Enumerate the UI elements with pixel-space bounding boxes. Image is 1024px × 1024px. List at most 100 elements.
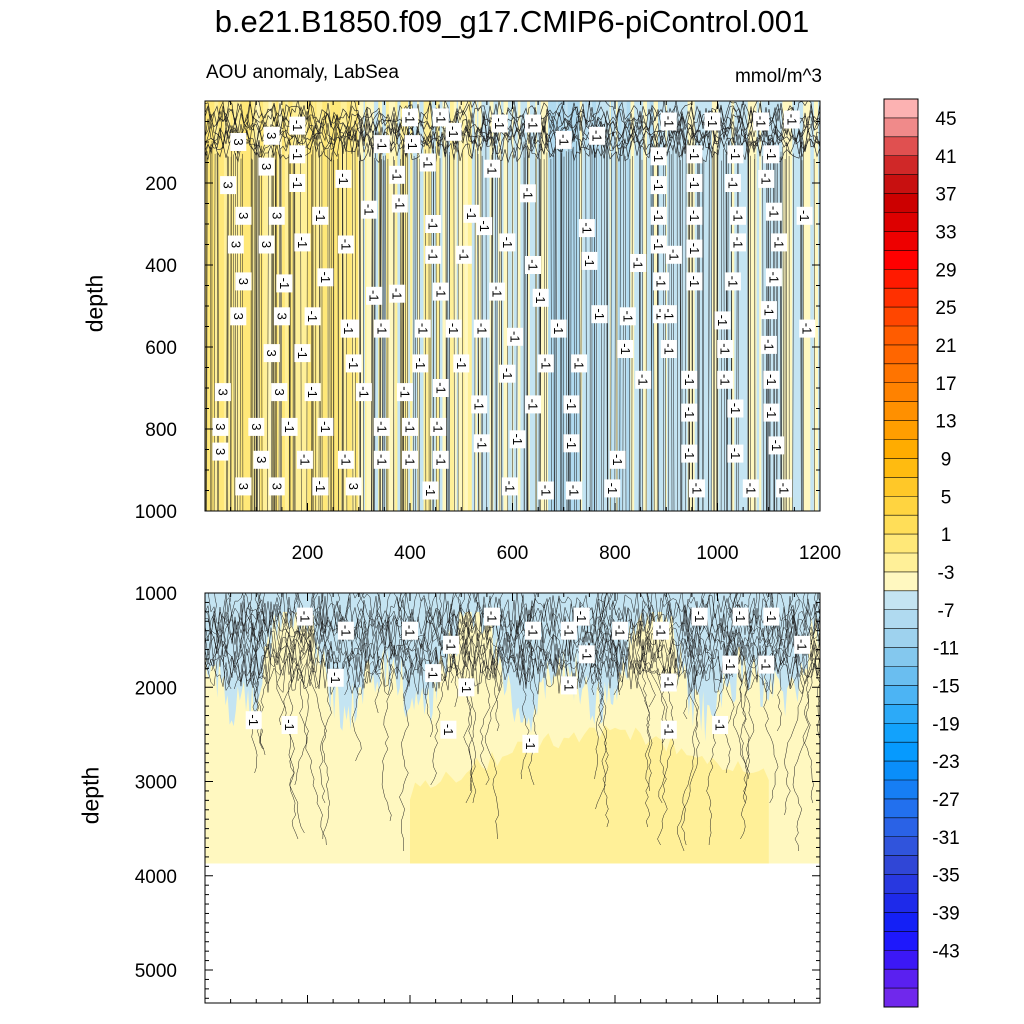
colorbar-swatch (884, 988, 918, 1008)
upper-fill-stripe (609, 101, 612, 511)
colorbar-swatch (884, 817, 918, 838)
upper-contour-label: -1 (404, 135, 421, 154)
contour-label-text: -1 (551, 323, 566, 335)
upper-fill-stripe (227, 101, 231, 511)
contour-label-text: -1 (567, 485, 582, 497)
upper-fill-stripe (223, 101, 229, 511)
contour-label-text: -1 (423, 485, 438, 497)
contour-label-box (783, 110, 800, 129)
lower-contour-label: -1 (281, 716, 298, 734)
contour-label-box (581, 251, 598, 270)
lower-contour-label: -1 (402, 621, 418, 640)
contour-label-text: -1 (618, 343, 633, 355)
lower-contour-squiggle (205, 625, 820, 666)
upper-fill-stripe (342, 101, 345, 511)
upper-fill-stripe (496, 101, 499, 511)
upper-contour-label: -1 (650, 147, 667, 166)
contour-label-box (799, 319, 816, 338)
upper-contour-label: -1 (563, 434, 580, 453)
contour-label-box (742, 479, 759, 498)
contour-label-text: -1 (403, 112, 418, 124)
upper-contour-label: -1 (455, 245, 472, 264)
upper-fill-stripe (222, 101, 225, 511)
contour-label-box (681, 403, 698, 422)
contour-label-box (373, 450, 390, 469)
upper-contour-label: -1 (430, 417, 447, 436)
upper-contour-label: -1 (294, 344, 311, 363)
upper-contour-label: -1 (425, 245, 442, 264)
contour-label-text: -1 (405, 138, 420, 150)
upper-contour-line (393, 159, 395, 511)
lower-contour-line (430, 593, 447, 786)
upper-contour-label: -1 (532, 288, 549, 307)
upper-contour-label: -1 (491, 114, 508, 133)
upper-fill-stripe (680, 101, 683, 511)
colorbar-swatch (884, 307, 918, 327)
lower-contour-line (784, 593, 812, 816)
colorbar-swatch (884, 780, 918, 800)
colorbar-swatch (884, 628, 918, 648)
contour-label-box (499, 364, 516, 383)
colorbar-swatch (884, 212, 918, 232)
upper-fill-stripe (741, 101, 745, 511)
contour-label-text: -1 (564, 438, 579, 450)
lower-contour-squiggle (205, 643, 820, 684)
lower-contour-line (792, 593, 819, 852)
upper-contour-line (708, 159, 710, 511)
contour-label-text: -1 (474, 323, 489, 335)
contour-label-text: -1 (374, 421, 389, 433)
upper-x-tick-label: 400 (394, 543, 426, 564)
upper-fill-stripe (639, 101, 644, 511)
contour-label-box (263, 344, 280, 363)
colorbar-swatch (884, 950, 918, 970)
contour-label-text: -1 (305, 386, 320, 398)
contour-label-text: -1 (420, 157, 435, 169)
contour-label-box (560, 676, 577, 695)
upper-contour-line (579, 142, 581, 511)
contour-label-box (758, 169, 775, 188)
upper-contour-label: -1 (432, 450, 449, 469)
chart-title: b.e21.B1850.f09_g17.CMIP6-piControl.001 (214, 4, 810, 39)
upper-fill-stripe (281, 101, 286, 511)
upper-contour-line (205, 151, 208, 511)
contour-label-box (245, 711, 262, 730)
upper-contour-label: -1 (501, 477, 518, 496)
contour-label-text: -1 (433, 112, 448, 124)
contour-label-box (296, 607, 313, 626)
upper-fill-stripe (629, 101, 631, 511)
upper-fill-stripe (417, 101, 420, 511)
upper-contour-label: -1 (665, 245, 682, 264)
upper-contour-line (496, 145, 498, 511)
upper-fill-stripe (296, 101, 301, 511)
contour-label-box (758, 655, 775, 674)
colorbar-label: 9 (941, 449, 952, 470)
contour-label-text: -1 (759, 173, 774, 185)
lower-contour-line (308, 593, 327, 804)
lower-contour-line (593, 593, 614, 828)
contour-label-text: 3 (236, 483, 251, 490)
upper-fill-stripe (327, 101, 331, 511)
contour-label-text: -1 (713, 719, 728, 731)
contour-label-text: -1 (690, 483, 705, 495)
upper-contour-line (720, 160, 722, 511)
upper-contour-label: 3 (271, 383, 288, 402)
upper-fill-stripe (397, 101, 401, 511)
contour-label-text: -1 (666, 249, 681, 261)
colorbar-swatch (884, 515, 918, 535)
upper-contour-label: 3 (253, 450, 270, 469)
upper-contour-label: -1 (571, 354, 588, 373)
contour-label-text: -1 (692, 611, 707, 623)
contour-label-text: -1 (731, 237, 746, 249)
colorbar-swatch (884, 269, 918, 289)
upper-contour-label: -1 (650, 235, 667, 254)
upper-contour-label: -1 (763, 370, 780, 389)
contour-label-text: -1 (759, 659, 774, 671)
colorbar-swatch (884, 723, 918, 743)
upper-fill-stripe (322, 101, 324, 511)
units-label: mmol/m^3 (734, 66, 822, 87)
upper-fill-stripe (410, 101, 413, 511)
upper-fill-stripe (442, 101, 448, 511)
upper-contour-label: 3 (230, 307, 247, 326)
upper-fill-stripe (493, 101, 498, 511)
upper-contour-squiggle (205, 121, 820, 152)
